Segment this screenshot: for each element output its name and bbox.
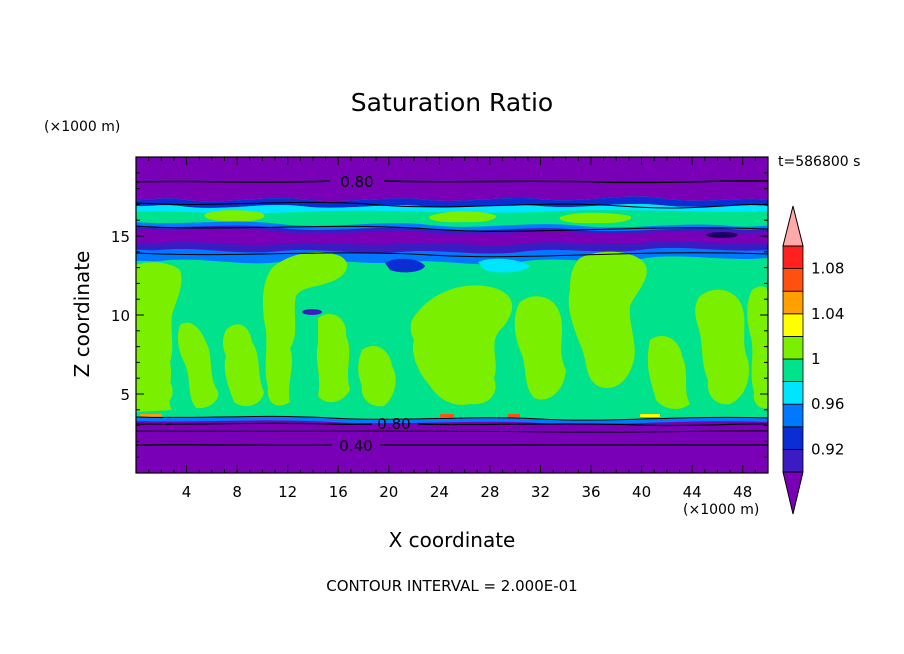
supersaturated-region (316, 314, 350, 403)
colorbar-max-triangle (782, 205, 804, 247)
supersaturated-region (177, 322, 219, 409)
x-tick-label: 32 (531, 483, 550, 501)
contour-line (136, 201, 768, 209)
upper-moist-patch (429, 211, 496, 223)
supersaturated-region (568, 251, 647, 388)
x-tick-label: 44 (683, 483, 702, 501)
y-tick-label: 10 (111, 307, 130, 325)
colorbar-tick-label: 1 (811, 350, 821, 368)
x-tick-label: 8 (232, 483, 242, 501)
colorbar-tick-label: 0.96 (811, 395, 844, 413)
x-tick-label: 4 (182, 483, 192, 501)
colorbar-segment (782, 448, 804, 473)
supersaturated-region (146, 375, 173, 407)
supersaturated-region (647, 335, 690, 409)
colorbar-tick-label: 0.92 (811, 440, 844, 458)
dry-pocket (478, 258, 530, 273)
y-tick-label: 15 (111, 228, 130, 246)
colorbar-tick-label: 1.04 (811, 305, 844, 323)
plot-area (136, 157, 768, 473)
x-tick-label: 48 (733, 483, 752, 501)
colorbar-segment (782, 245, 804, 270)
contour-line (136, 225, 768, 232)
lower-dry-band (136, 420, 768, 473)
supersaturated-region (514, 296, 566, 400)
colorbar-segment (782, 381, 804, 405)
y-tick-label: 5 (120, 386, 130, 404)
supersaturated-region (223, 324, 264, 407)
colorbar-segment (782, 335, 804, 360)
x-tick-label: 28 (480, 483, 499, 501)
contour-label: 0.80 (340, 173, 373, 191)
surface-speck (440, 414, 454, 417)
x-tick-label: 20 (379, 483, 398, 501)
upper-moist-patch (559, 212, 632, 224)
x-tick-label: 36 (581, 483, 600, 501)
upper-dry-band (136, 157, 768, 202)
contour-line (136, 430, 768, 433)
colorbar-segment (782, 313, 804, 337)
x-axis-unit: (×1000 m) (683, 502, 760, 518)
x-tick-label: 40 (632, 483, 651, 501)
dry-pocket (385, 258, 425, 273)
contour-line-040 (136, 444, 768, 446)
x-axis-label: X coordinate (388, 528, 516, 552)
time-label: t=586800 s (778, 154, 861, 170)
surface-speck (640, 414, 660, 417)
contour-line (136, 252, 768, 258)
surface-speck (508, 414, 520, 417)
colorbar-segment (782, 268, 804, 292)
supersaturated-region (358, 345, 396, 407)
colorbar-segment (782, 403, 804, 428)
upper-blue-edge (136, 196, 768, 208)
contour-line-080 (136, 180, 768, 184)
chart-title: Saturation Ratio (350, 88, 554, 117)
supersaturated-region (262, 252, 348, 406)
supersaturated-region (136, 262, 182, 412)
y-axis: 5 10 15 (111, 172, 768, 458)
upper-cyan-edge (136, 203, 768, 214)
dry-pocket (706, 232, 738, 238)
supersaturated-region (747, 286, 768, 409)
x-axis: 4 8 12 16 20 24 28 32 36 40 44 48 (148, 157, 756, 501)
x-tick-label: 24 (430, 483, 449, 501)
y-axis-unit: (×1000 m) (44, 119, 121, 135)
contour-label: 0.40 (339, 437, 372, 455)
supersaturated-region (410, 285, 513, 405)
colorbar-segment (782, 426, 804, 450)
colorbar-tick-label: 1.08 (811, 260, 844, 278)
contour-line-080-lower (136, 422, 768, 427)
contour-line (136, 415, 768, 421)
colorbar-segment (782, 358, 804, 383)
upper-moist-patch (204, 210, 265, 222)
colorbar-min-triangle (782, 471, 804, 515)
x-tick-label: 12 (278, 483, 297, 501)
x-tick-label: 16 (329, 483, 348, 501)
colorbar: 0.92 0.96 1 1.04 1.08 (782, 205, 844, 515)
surface-speck (140, 414, 162, 417)
mid-dry-core (136, 229, 768, 246)
supersaturated-region (695, 289, 750, 405)
contour-label: 0.80 (377, 415, 410, 433)
dry-pocket (302, 309, 322, 315)
contour-interval-note: CONTOUR INTERVAL = 2.000E-01 (326, 577, 578, 595)
colorbar-segment (782, 290, 804, 315)
